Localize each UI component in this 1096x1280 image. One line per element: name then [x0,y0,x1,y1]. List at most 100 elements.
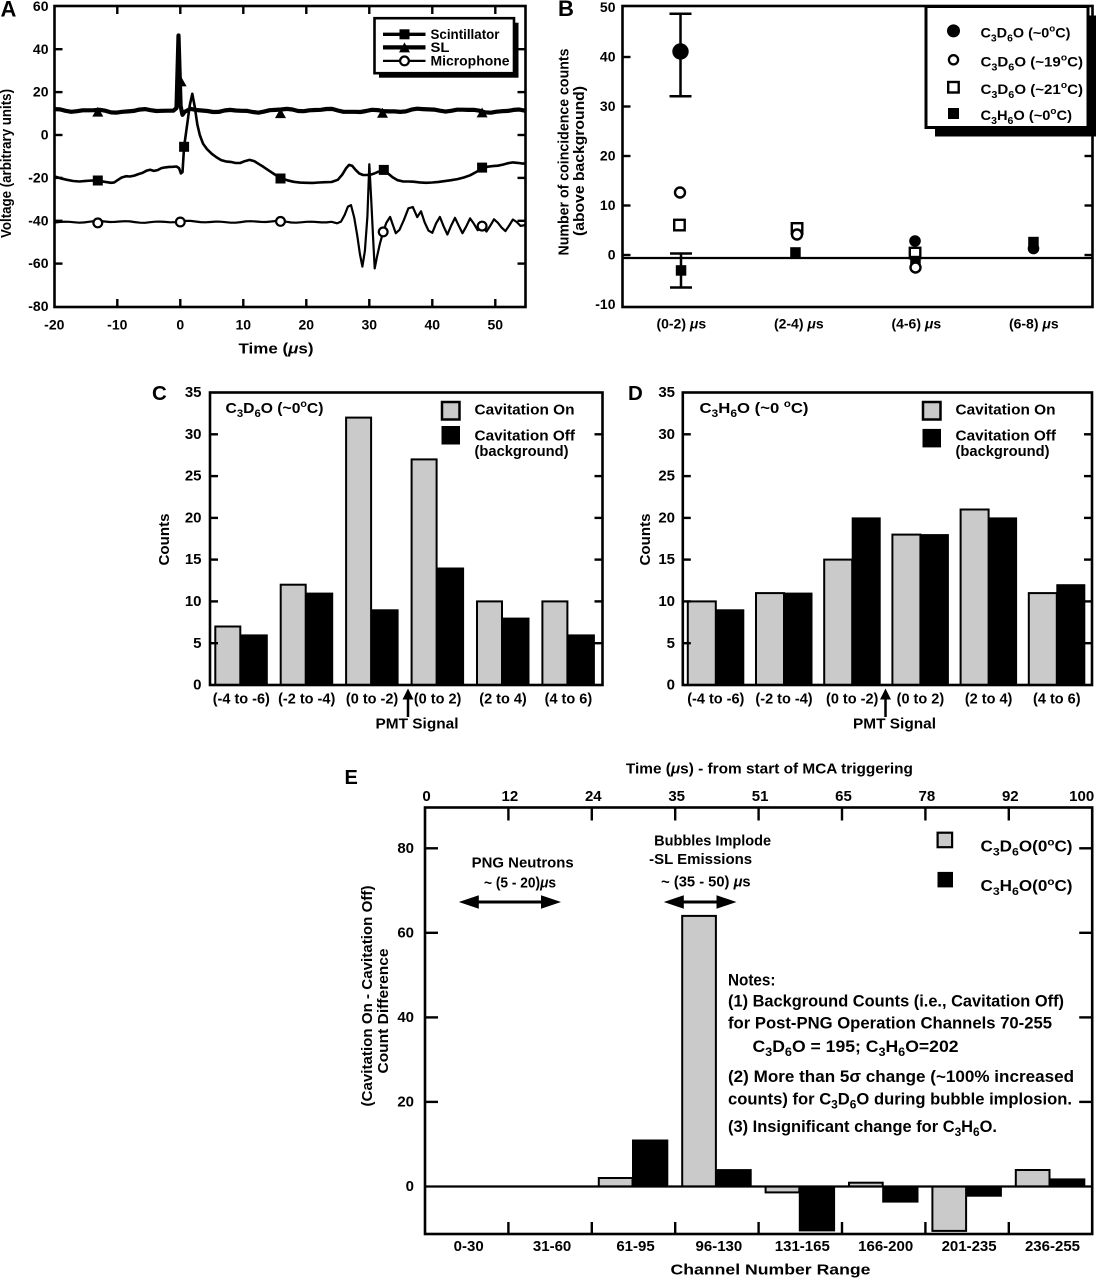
svg-text:(-4 to -6): (-4 to -6) [213,692,270,708]
svg-text:~ (35 - 50) μs: ~ (35 - 50) μs [661,875,751,891]
svg-text:Scintillator: Scintillator [431,26,501,42]
svg-text:50: 50 [488,317,504,333]
svg-text:35: 35 [185,384,202,401]
svg-text:78: 78 [919,788,936,805]
svg-text:(2 to 4): (2 to 4) [965,692,1013,708]
svg-text:20: 20 [397,1094,414,1111]
svg-text:counts) for C3​D6​O during bu: counts) for C3​D6​O during bubble implos… [728,1091,1072,1112]
svg-text:0-30: 0-30 [454,1238,484,1255]
svg-text:65: 65 [835,788,852,805]
svg-text:80: 80 [397,840,414,857]
svg-text:PMT Signal: PMT Signal [853,717,936,733]
svg-text:0: 0 [667,677,675,694]
svg-text:20: 20 [600,148,616,164]
svg-text:100: 100 [1069,788,1094,805]
svg-text:C3​H6​O(0o​C): C3​H6​O(0o​C) [981,876,1073,898]
svg-text:C3​D6​O(0o​C): C3​D6​O(0o​C) [981,837,1073,859]
svg-text:C: C [152,382,167,405]
svg-text:B: B [558,0,574,21]
svg-text:(background): (background) [475,444,569,460]
svg-text:Time (μs): Time (μs) [239,341,314,358]
svg-text:40: 40 [397,1009,414,1026]
svg-text:131-165: 131-165 [775,1238,830,1255]
svg-text:35: 35 [668,788,685,805]
svg-text:20: 20 [33,84,49,100]
svg-text:40: 40 [600,49,616,65]
svg-text:(4-6) μs: (4-6) μs [891,316,941,332]
svg-text:0: 0 [608,247,616,263]
svg-text:D: D [628,382,643,405]
svg-text:30: 30 [600,98,616,114]
svg-text:0: 0 [41,127,49,143]
svg-text:25: 25 [185,468,202,485]
svg-text:Bubbles Implode: Bubbles Implode [654,834,771,850]
svg-text:Channel Number Range: Channel Number Range [671,1262,871,1279]
svg-text:(4 to 6): (4 to 6) [1033,692,1081,708]
svg-text:40: 40 [425,317,441,333]
svg-text:0: 0 [193,677,201,694]
svg-text:24: 24 [585,788,602,805]
svg-text:-20: -20 [28,170,48,186]
svg-text:-10: -10 [595,296,615,312]
svg-text:Number of coincidence counts: Number of coincidence counts [557,49,573,256]
svg-text:20: 20 [185,510,202,527]
svg-text:Count Difference: Count Difference [375,949,392,1074]
svg-text:35: 35 [658,384,675,401]
svg-text:(0 to -2): (0 to -2) [346,692,399,708]
svg-text:12: 12 [502,788,519,805]
svg-text:40: 40 [33,41,49,57]
svg-text:for Post-PNG Operation Channel: for Post-PNG Operation Channels 70-255 [728,1015,1052,1033]
svg-text:15: 15 [658,551,675,568]
svg-text:10: 10 [236,317,252,333]
svg-text:-60: -60 [28,255,48,271]
svg-text:(0 to 2): (0 to 2) [414,692,462,708]
svg-text:C3​D6​O (~19o​C): C3​D6​O (~19o​C) [981,52,1084,73]
svg-text:E: E [345,767,358,789]
svg-text:C3​D6​O (~0o​C): C3​D6​O (~0o​C) [981,24,1071,45]
svg-text:60: 60 [33,0,49,14]
svg-text:PNG Neutrons: PNG Neutrons [472,856,574,872]
svg-text:Cavitation On: Cavitation On [956,403,1056,419]
svg-text:C3​D6​O (~0o​C): C3​D6​O (~0o​C) [226,399,324,420]
svg-text:(4 to 6): (4 to 6) [545,692,593,708]
svg-text:(3) Insignificant change for C: (3) Insignificant change for C3​H6​O. [728,1118,997,1139]
svg-text:Cavitation On: Cavitation On [475,403,575,419]
svg-text:30: 30 [185,426,202,443]
svg-text:-80: -80 [28,298,48,314]
svg-text:(-2 to -4): (-2 to -4) [278,692,335,708]
svg-text:5: 5 [667,635,675,652]
svg-text:96-130: 96-130 [696,1238,743,1255]
svg-text:Microphone: Microphone [431,52,510,68]
svg-text:A: A [1,0,17,22]
svg-text:30: 30 [658,426,675,443]
svg-text:51: 51 [752,788,769,805]
svg-text:(1) Background Counts (i.e., C: (1) Background Counts (i.e., Cavitation … [728,993,1064,1011]
svg-text:Counts: Counts [156,514,173,566]
svg-text:(Cavitation On - Cavitation O: (Cavitation On - Cavitation Off) [359,886,376,1107]
svg-text:~ (5 - 20)μs: ~ (5 - 20)μs [484,876,556,892]
svg-text:(above background): (above background) [572,86,588,236]
svg-text:Cavitation Off: Cavitation Off [956,429,1057,445]
svg-text:10: 10 [658,593,675,610]
svg-text:Time (μs) - from start of MCA: Time (μs) - from start of MCA triggering [626,761,913,778]
svg-text:-40: -40 [28,212,48,228]
svg-text:-SL Emissions: -SL Emissions [649,852,752,868]
svg-text:(0 to 2): (0 to 2) [897,692,945,708]
svg-text:(-2 to -4): (-2 to -4) [755,692,812,708]
svg-text:10: 10 [600,197,616,213]
svg-text:0: 0 [406,1178,414,1195]
svg-text:236-255: 236-255 [1025,1238,1080,1255]
svg-text:(6-8) μs: (6-8) μs [1009,316,1059,332]
svg-text:PMT Signal: PMT Signal [376,717,459,733]
svg-text:(0 to -2): (0 to -2) [826,692,879,708]
svg-text:25: 25 [658,468,675,485]
svg-text:61-95: 61-95 [616,1238,654,1255]
svg-text:SL: SL [431,39,450,55]
svg-text:50: 50 [600,0,616,15]
svg-text:30: 30 [362,317,378,333]
svg-text:(background): (background) [956,444,1050,460]
svg-text:5: 5 [193,635,201,652]
svg-text:Cavitation Off: Cavitation Off [475,429,576,445]
svg-text:-10: -10 [107,317,127,333]
svg-text:(2-4) μs: (2-4) μs [774,316,824,332]
